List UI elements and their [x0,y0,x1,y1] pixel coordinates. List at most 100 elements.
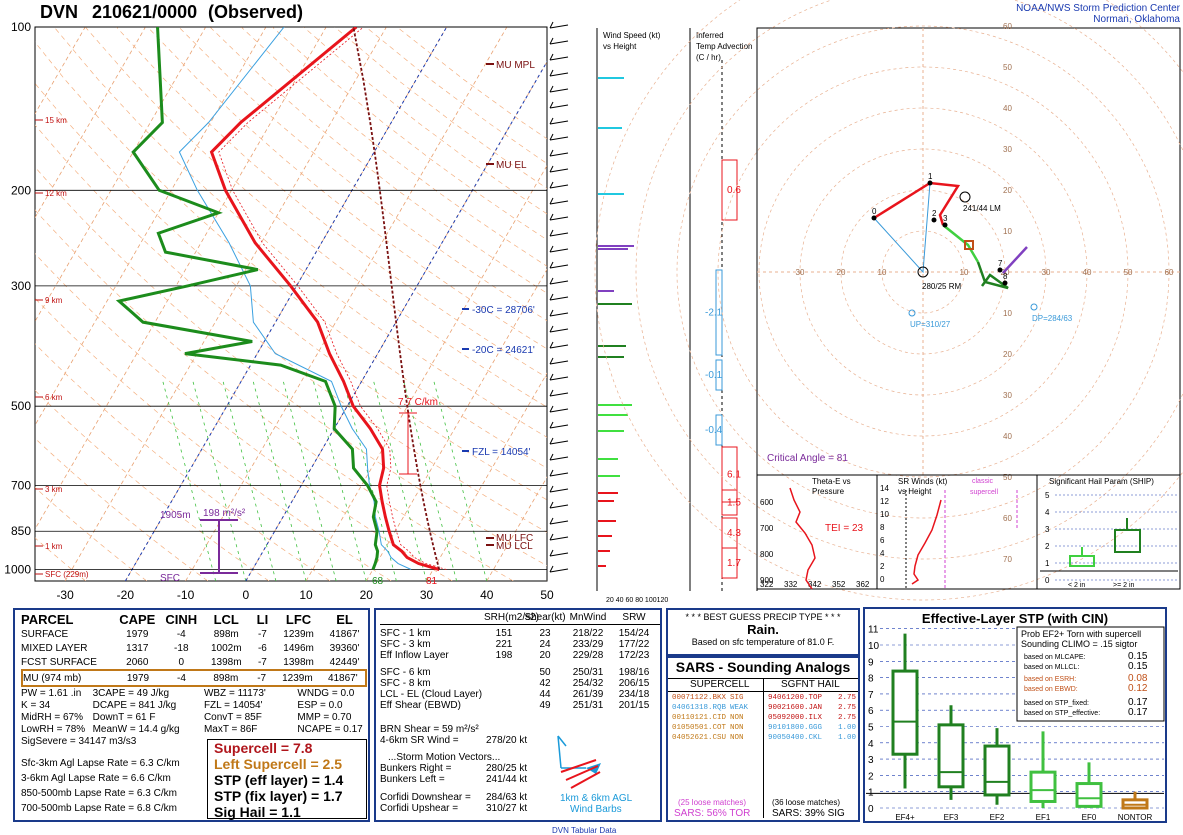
tadv-value: 0.6 [727,185,741,196]
parcel-row: FCST SURFACE 2060 0 1398m -7 1398m 42449' [21,655,367,669]
stp-tick: 5 [868,723,874,734]
wind-speed-bar [598,345,626,347]
wind-barb [549,504,569,509]
kin-cell: 233/29 [572,639,604,650]
stp-prob-title2: Sounding CLIMO = .15 sigtor [1021,639,1137,649]
wind-barb [549,536,569,541]
wind-speed-bar [598,550,610,552]
wind-speed-bar [598,193,624,195]
stp-prob-label: based on ESRH: [1024,676,1076,683]
kin-cell: SFC - 6 km [380,667,431,678]
tadv-value: 4.3 [727,528,741,539]
sars-hail-size: 2.75 [838,704,857,712]
hodo-height-label: 2 [932,209,937,218]
wind-barb-flag [549,197,554,205]
dry-adiabat [35,297,392,581]
wind-barb [549,120,569,125]
motion-value: 284/63 kt [486,792,528,803]
parcel-cell: MIXED LAYER [21,642,88,654]
dry-adiabat [334,27,547,189]
index-cell: FZL = 14054' [203,700,263,711]
isotherm [35,27,267,427]
index-cell: WBZ = 11173' [203,688,266,699]
sars-hail-row: 05092000.ILX 2.75 [768,713,856,723]
wind-barb [549,552,569,557]
tadv-box [715,414,723,446]
wind-barb-flag [549,533,554,541]
wind-barb-flag [549,117,554,125]
sr-winds-panel: SR Winds (kt) vs Height classic supercel… [876,474,1038,590]
thetae-trace [789,487,816,590]
hodo-axis-label: 50 [1124,268,1133,277]
stp-title: Effective-Layer STP (with CIN) [922,611,1108,626]
stp-box [983,744,1011,797]
pressure-tick: 1000 [4,563,31,577]
height-label: 15 km [45,116,67,125]
wind-panel-ticks: 20 40 60 80 100120 [606,597,668,604]
stp-eff-param: STP (eff layer) = 1.4 [214,772,344,788]
sr-tick: 6 [880,536,885,545]
tadv-value: -0.4 [705,425,723,436]
hodo-height-label: 3 [943,214,948,223]
kin-cell: 229/28 [572,650,604,661]
sars-sc-row: 04052621.CSU NON [672,733,748,743]
parcel-cell: 898m [213,672,239,684]
moist-adiabat [222,381,277,581]
kin-row: SFC - 3 km 221 24 233/29 177/22 [380,639,660,650]
wind-barb-flag [549,165,554,173]
kin-row: Eff Shear (EBWD) 49 251/31 201/15 [380,700,660,711]
sars-hail-matches: (36 loose matches) [772,798,841,807]
parcel-cell: 1239m [283,628,314,640]
sars-hail-row: 90021600.JAN 2.75 [768,703,856,713]
isotherm [245,60,547,581]
isotherm [365,268,547,581]
barb-legend-2: Wind Barbs [570,804,622,815]
wind-barb-flag [549,245,554,253]
pressure-tick: 200 [11,183,31,197]
index-cell: K = 34 [21,700,51,711]
isotherm [35,27,146,219]
kinematic-panel: SRH(m2/s2) Shear(kt) MnWind SRW SFC - 1 km 15… [374,608,662,822]
index-cell: 3CAPE = 49 J/kg [92,688,170,699]
sighail-param: Sig Hail = 1.1 [214,804,301,820]
storm-motion-title: ...Storm Motion Vectors... [388,752,501,763]
wind-barb [549,424,569,429]
wind-barb [549,216,569,221]
pressure-tick: 500 [11,399,31,413]
dp-label: DP=284/63 [1032,314,1073,323]
station-id: DVN [40,2,78,22]
parcel-cell: FCST SURFACE [21,656,97,668]
wind-barb-flag [549,149,554,157]
kin-cell [484,667,524,678]
dry-adiabat [35,166,547,567]
moist-adiabat [282,381,337,581]
wetbulb-trace [178,27,412,570]
wind-barb-flag [549,85,554,93]
stp-prob-value: 0.15 [1128,651,1148,662]
kinematic-table: SRH(m2/s2) Shear(kt) MnWind SRW SFC - 1 km 15… [380,612,660,711]
motion-label: Corfidi Upshear = [380,803,459,814]
isotherm [305,164,547,581]
kin-header-blank [380,612,484,623]
hodo-height-marker [871,215,877,221]
supercell-param: Supercell = 7.8 [214,740,313,756]
dry-adiabat [35,537,86,581]
thetae-ptick: 600 [760,498,774,507]
mu-mpl-label: MU MPL [496,60,535,71]
temperature-tick: -10 [177,588,195,602]
mean-wind-marker [964,240,974,250]
srwinds-title1: SR Winds (kt) [898,477,948,486]
parcel-cell: MU (974 mb) [23,672,82,684]
sars-sc-row: 04061318.RQB WEAK [672,703,748,713]
srwinds-class2: supercell [970,489,998,496]
kin-header: SRW [622,612,646,623]
stp-prob-label: based on MLCAPE: [1024,654,1086,661]
wind-speed-bar [598,500,614,502]
sars-sc-date: 04052621.CSU [672,734,727,742]
stp-box [891,669,919,756]
height-label: SFC (229m) [45,570,89,579]
kin-header: MnWind [569,612,607,623]
dry-adiabat [35,437,209,581]
pressure-tick: 300 [11,279,31,293]
wind-barb [549,264,569,269]
